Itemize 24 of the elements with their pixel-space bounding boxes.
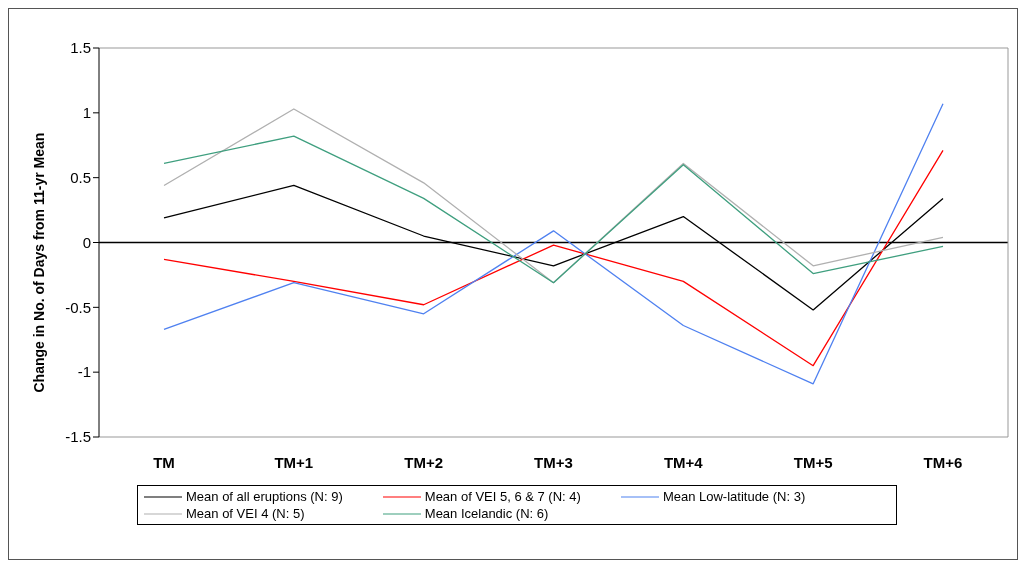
line-series xyxy=(163,149,944,367)
legend-label: Mean of VEI 5, 6 & 7 (N: 4) xyxy=(424,489,581,504)
y-tick-label: -1 xyxy=(77,363,91,381)
x-tick-label: TM+1 xyxy=(274,453,314,471)
y-tick-label: 0 xyxy=(82,233,91,251)
line-series xyxy=(163,103,944,385)
legend-label: Mean Low-latitude (N: 3) xyxy=(662,489,806,504)
y-tick-label: 0.5 xyxy=(70,168,91,186)
x-tick-label: TM+2 xyxy=(404,453,444,471)
y-tick-label: -0.5 xyxy=(65,298,91,316)
x-tick-label: TM+4 xyxy=(663,453,704,471)
x-tick-label: TM+5 xyxy=(793,453,833,471)
x-tick-label: TM+3 xyxy=(534,453,573,471)
x-tick-label: TM+6 xyxy=(923,453,963,471)
line-series xyxy=(163,108,944,284)
legend-label: Mean Icelandic (N: 6) xyxy=(424,506,549,521)
line-series xyxy=(163,135,944,284)
legend-label: Mean of all eruptions (N: 9) xyxy=(186,489,343,504)
x-tick-label: TM xyxy=(153,453,175,471)
y-axis-title: Change in No. of Days from 11-yr Mean xyxy=(30,132,47,393)
y-tick-label: 1 xyxy=(82,104,91,122)
y-tick-label: -1.5 xyxy=(65,428,91,446)
y-tick-label: 1.5 xyxy=(70,39,91,57)
legend-label: Mean of VEI 4 (N: 5) xyxy=(186,506,305,521)
